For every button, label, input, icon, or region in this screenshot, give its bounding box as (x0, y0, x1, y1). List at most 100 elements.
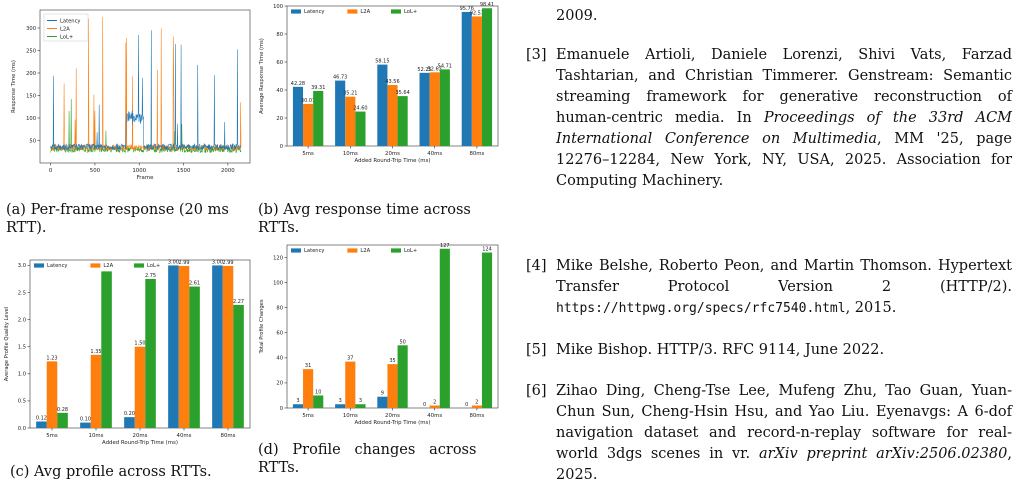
reference-5-number: [5] (526, 342, 547, 358)
chart-b-bar (397, 96, 408, 146)
chart-c-bar (168, 265, 179, 428)
reference-6-authors-title: Zihao Ding, Cheng-Tse Lee, Mufeng Zhu, T… (556, 383, 1012, 462)
chart-c-ytick-label: 2.5 (18, 290, 26, 296)
caption-a: (a) Per-frame response (20 ms RTT). (6, 201, 229, 237)
chart-c-bar-label: 2.75 (145, 273, 156, 279)
chart-d-ytick-label: 120 (273, 255, 283, 261)
reference-4-url-link[interactable]: https://httpwg.org/specs/rfc7540.html (556, 301, 846, 316)
chart-c-legend-swatch (34, 263, 44, 268)
chart-a-ytick-label: 300 (26, 26, 36, 32)
chart-a-xtick-label: 2000 (221, 168, 235, 174)
chart-b-bar (303, 103, 314, 146)
chart-c-bar (46, 361, 58, 428)
chart-b-bar-label: 95.76 (460, 6, 474, 12)
caption-d: (d) Profile changes across RTTs. (258, 441, 500, 477)
chart-a-legend-label: LoL+ (60, 34, 73, 40)
chart-a-legend-label: Latency (60, 18, 81, 24)
chart-d-ytick-label: 60 (276, 331, 283, 337)
chart-a-legend-label: L2A (60, 26, 70, 32)
chart-d-bar-label: 31 (305, 363, 311, 369)
chart-d-bar-label: 3 (359, 398, 362, 404)
chart-b-bar (345, 96, 356, 146)
chart-b-yaxis-label: Average Response Time (ms) (259, 38, 265, 114)
chart-b-bar-label: 98.41 (480, 2, 494, 8)
chart-c-bar (178, 265, 190, 428)
reference-3-venue: Proceedings of the 33rd ACM Internationa… (556, 110, 1013, 147)
chart-d-bar (303, 369, 314, 408)
chart-b-bar (439, 69, 450, 146)
chart-b-legend-label: Latency (304, 9, 325, 15)
chart-b-legend-swatch (391, 9, 401, 14)
chart-d-bar (345, 361, 356, 408)
chart-b-bar (471, 16, 482, 146)
chart-b-ytick-label: 100 (273, 4, 283, 10)
chart-c-bar (57, 412, 68, 428)
chart-c-legend-swatch (90, 263, 101, 268)
chart-b-bar (355, 111, 366, 146)
chart-a-xtick-label: 0 (49, 168, 53, 174)
chart-a-xtick-label: 1000 (132, 168, 146, 174)
chart-b-bar (313, 90, 324, 146)
chart-b-bar-label: 46.73 (333, 75, 347, 81)
chart-d-ytick-label: 40 (276, 356, 283, 362)
chart-b-bar (377, 64, 388, 146)
chart-b-legend-swatch (347, 9, 358, 14)
chart-c-bar (212, 265, 223, 428)
reference-3-text: Emanuele Artioli, Daniele Lorenzi, Shivi… (556, 45, 1012, 192)
chart-b-bar-label: 35.21 (343, 91, 357, 97)
chart-b-legend-label: L2A (360, 9, 370, 15)
chart-b-bar (461, 11, 472, 146)
chart-c-xaxis-label: Added Round-Trip Time (ms) (102, 440, 178, 446)
chart-c-xtick-label: 20ms (133, 433, 148, 439)
chart-c-ytick-label: 3.0 (18, 263, 26, 269)
caption-a-line1: (a) Per-frame response (20 ms (6, 202, 229, 218)
chart-d-bar-label: 10 (315, 389, 321, 395)
chart-c-bar-label: 2.99 (222, 260, 233, 266)
chart-d-bar (387, 364, 398, 408)
chart-c-bar (189, 286, 200, 428)
chart-c-xtick-label: 5ms (46, 433, 58, 439)
chart-c-bar-label: 0.10 (80, 417, 91, 423)
chart-d-bar-label: 37 (347, 356, 353, 362)
chart-d-bar (481, 252, 493, 408)
chart-b-bar (429, 72, 440, 146)
figure-c-avg-profile-chart: 0.0 0.5 1.0 1.5 2.0 2.5 3.0 0.12 1.23 0.28 5ms 0.10… (4, 259, 251, 446)
chart-b-bar-label: 24.60 (353, 106, 367, 112)
chart-d-bar (377, 396, 388, 408)
chart-d-xtick-label: 80ms (469, 413, 484, 419)
reference-5-text: Mike Bishop. HTTP/3. RFC 9114, June 2022… (556, 342, 885, 358)
chart-a-ytick-label: 250 (26, 48, 36, 54)
chart-c-ytick-label: 2.0 (18, 317, 26, 323)
reference-5: [5] Mike Bishop. HTTP/3. RFC 9114, June … (512, 340, 1012, 361)
chart-d-xtick-label: 5ms (302, 413, 314, 419)
chart-b-ytick-label: 80 (276, 32, 283, 38)
chart-c-bar-label: 1.23 (46, 355, 57, 361)
chart-d-xtick-label: 40ms (427, 413, 442, 419)
chart-c-bar (90, 354, 102, 428)
chart-d-xtick-label: 20ms (385, 413, 400, 419)
chart-d-ytick-label: 100 (273, 280, 283, 286)
chart-d-bar (397, 345, 408, 408)
chart-d-bar-label: 3 (339, 398, 342, 404)
chart-c-bar-label: 2.27 (233, 299, 244, 305)
reference-4: [4] Mike Belshe, Roberto Peon, and Marti… (512, 256, 1012, 319)
chart-d-bar-label: 2 (475, 399, 478, 405)
caption-b-line1: (b) Avg response time across (258, 202, 471, 218)
chart-b-legend-label: LoL+ (404, 9, 417, 15)
chart-b-xaxis-label: Added Round-Trip Time (ms) (355, 158, 431, 164)
chart-b-bar-label: 58.15 (375, 59, 389, 65)
caption-d-line1: (d) Profile changes across (258, 442, 477, 458)
chart-d-legend-swatch (347, 248, 358, 253)
reference-6-details: , 2025. (556, 446, 1012, 483)
chart-b-ytick-label: 40 (276, 88, 283, 94)
chart-d-bar-label: 35 (389, 358, 395, 364)
chart-b-xtick-label: 5ms (302, 151, 314, 157)
chart-b-bar (292, 86, 304, 146)
reference-6-venue: arXiv preprint arXiv:2506.02380 (758, 446, 1008, 462)
reference-3-details: , MM '25, page 12276–12284, New York, NY… (556, 131, 1013, 189)
chart-b-bar-label: 39.31 (311, 85, 325, 91)
chart-c-bar-label: 2.61 (189, 281, 200, 287)
chart-c-bar-label: 3.00 (168, 259, 179, 265)
chart-b-xtick-label: 20ms (385, 151, 400, 157)
chart-c-xtick-label: 80ms (221, 433, 236, 439)
